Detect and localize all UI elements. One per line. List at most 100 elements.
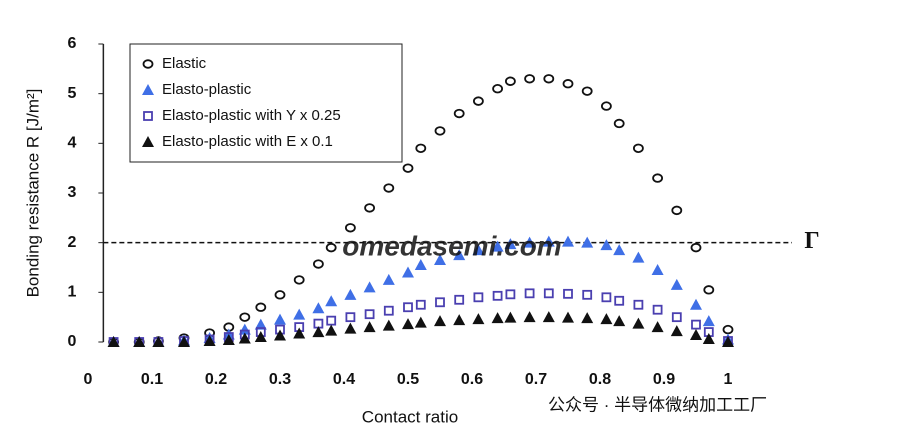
- data-point: [312, 259, 324, 269]
- x-tick-label: 0.1: [141, 371, 163, 388]
- data-point: [203, 335, 216, 347]
- data-point: [690, 298, 702, 310]
- data-point: [325, 295, 338, 307]
- data-point: [222, 334, 235, 346]
- x-tick-label: 0.3: [269, 371, 291, 388]
- data-point: [402, 318, 414, 330]
- data-point: [274, 329, 286, 341]
- data-point: [632, 317, 645, 329]
- data-point: [274, 290, 286, 300]
- data-point: [472, 313, 485, 325]
- data-point: [344, 288, 357, 300]
- y-tick-label: 4: [68, 135, 77, 152]
- data-point: [581, 86, 593, 96]
- data-point: [633, 299, 644, 310]
- legend-marker: [142, 84, 154, 95]
- data-point: [453, 249, 466, 261]
- data-point: [633, 143, 644, 153]
- data-point: [414, 259, 427, 271]
- data-point: [414, 316, 427, 328]
- data-point: [491, 312, 504, 324]
- data-point: [363, 321, 376, 333]
- data-point: [383, 183, 395, 193]
- data-point: [613, 315, 626, 327]
- data-point: [107, 336, 120, 347]
- legend-marker: [142, 59, 154, 69]
- data-point: [326, 315, 337, 326]
- x-tick-label: 0.8: [589, 371, 611, 388]
- data-point: [293, 275, 305, 285]
- data-point: [434, 254, 446, 266]
- data-point: [651, 321, 664, 333]
- x-tick-label: 0.9: [653, 371, 675, 388]
- data-point: [722, 336, 734, 347]
- data-point: [402, 266, 414, 278]
- data-point: [671, 205, 683, 216]
- data-point: [582, 289, 593, 300]
- data-point: [435, 297, 445, 308]
- data-point: [383, 305, 394, 316]
- data-point: [652, 173, 663, 183]
- data-point: [562, 311, 574, 323]
- y-tick-label: 6: [68, 35, 77, 52]
- data-point: [492, 83, 504, 94]
- legend-label: Elasto-plastic with E x 0.1: [162, 133, 333, 150]
- data-point: [523, 311, 536, 323]
- data-point: [504, 311, 517, 323]
- data-point: [402, 163, 414, 173]
- data-point: [312, 326, 325, 338]
- data-point: [491, 240, 504, 252]
- data-point: [614, 295, 625, 306]
- data-point: [325, 324, 338, 336]
- data-point: [434, 315, 446, 327]
- data-point: [632, 251, 645, 263]
- data-point: [382, 273, 395, 285]
- data-point: [702, 333, 715, 345]
- data-point: [504, 76, 516, 86]
- data-point: [312, 302, 325, 314]
- x-tick-label: 0.7: [525, 371, 547, 388]
- data-point: [254, 331, 267, 343]
- data-point: [543, 74, 555, 84]
- data-point: [523, 236, 536, 248]
- data-point: [524, 74, 535, 84]
- data-point: [562, 79, 574, 89]
- watermark: omedasemi.com: [342, 230, 561, 261]
- x-tick-label: 0.6: [461, 371, 483, 388]
- x-tick-label: 0: [84, 371, 93, 388]
- data-point: [453, 314, 466, 326]
- data-point: [255, 302, 267, 312]
- data-point: [254, 318, 267, 330]
- data-point: [454, 294, 465, 305]
- data-point: [600, 313, 613, 325]
- data-point: [601, 101, 612, 111]
- legend-box: [129, 43, 403, 163]
- legend-label: Elasto-plastic with Y x 0.25: [162, 107, 341, 124]
- y-tick-label: 1: [68, 284, 77, 301]
- data-point: [133, 336, 146, 347]
- data-point: [702, 315, 715, 327]
- x-tick-label: 0.4: [333, 371, 355, 388]
- data-point: [364, 203, 376, 213]
- legend-marker: [142, 136, 154, 147]
- data-point: [690, 329, 702, 341]
- x-tick-label: 1: [724, 371, 733, 388]
- y-axis-label: Bonding resistance R [J/m²]: [23, 89, 42, 298]
- data-point: [345, 312, 356, 323]
- data-point: [325, 242, 337, 253]
- data-point: [238, 323, 251, 335]
- data-point: [178, 336, 190, 347]
- data-point: [152, 336, 165, 347]
- data-point: [504, 238, 517, 250]
- data-point: [703, 285, 715, 295]
- data-point: [293, 327, 306, 339]
- data-point: [492, 290, 503, 301]
- y-tick-label: 3: [68, 184, 77, 201]
- data-point: [472, 96, 484, 106]
- data-point: [652, 304, 663, 315]
- data-point: [542, 235, 555, 247]
- data-point: [671, 312, 682, 323]
- legend-marker: [143, 111, 153, 121]
- data-point: [434, 126, 446, 136]
